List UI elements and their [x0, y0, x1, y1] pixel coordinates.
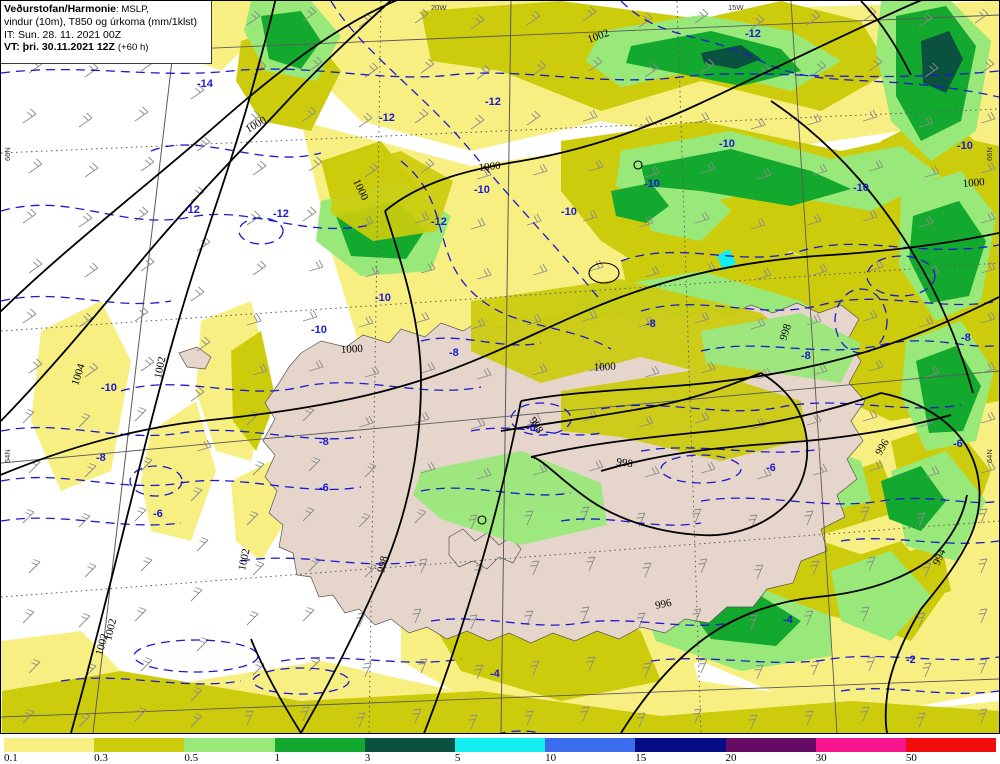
lon-label: 20W	[431, 3, 447, 12]
colorbar-tick-30: 30	[815, 752, 827, 764]
colorbar-tick-50: 50	[905, 752, 917, 764]
colorbar-tick-0.3: 0.3	[94, 752, 108, 764]
temp-label: -10	[719, 138, 735, 150]
colorbar-swatches	[4, 738, 997, 752]
colorbar-swatch-30	[815, 738, 906, 752]
colorbar-swatch-3	[364, 738, 455, 752]
colorbar-tick-20: 20	[725, 752, 737, 764]
forecast-map[interactable]: 1004 1002 1002 1000 1000 1000 1002 1000 …	[0, 0, 1000, 734]
header-line-model: Veðurstofan/Harmonie: MSLP,	[4, 3, 208, 16]
temp-label: -8	[961, 332, 971, 344]
temp-label: -12	[431, 216, 447, 228]
colorbar-swatch-10	[545, 738, 636, 752]
valid-time: þri. 30.11.2021 12Z	[22, 41, 115, 54]
temp-label: -12	[745, 28, 761, 40]
temp-label: -10	[311, 324, 327, 336]
temp-label: -8	[449, 347, 459, 359]
isobar-label: 998	[616, 456, 635, 470]
temp-label: -8	[646, 318, 656, 330]
temp-label: -10	[853, 182, 869, 194]
lat-label: 66N	[985, 147, 994, 161]
temp-label: -6	[953, 438, 963, 450]
precip-layer-3	[701, 31, 963, 93]
precipitation-colorbar[interactable]: 0.1 0.3 0.5 1 3 5 10 15 20 30 50	[0, 734, 1000, 764]
header-line-init: IT: Sun. 28. 11. 2021 00Z	[4, 29, 208, 41]
colorbar-swatch-0.1	[4, 738, 95, 752]
colorbar-tick-3: 3	[364, 752, 371, 764]
temp-label: -2	[906, 654, 916, 666]
model-name: Veðurstofan/Harmonie	[4, 3, 117, 15]
temp-label: -12	[485, 96, 501, 108]
isobar-label: 1000	[341, 343, 364, 356]
colorbar-tick-1: 1	[274, 752, 281, 764]
temp-label: -12	[184, 204, 200, 216]
header-line-valid: VT: þri. 30.11.2021 12Z (+60 h)	[4, 41, 208, 54]
temp-label: -8	[801, 350, 811, 362]
valid-label: VT:	[4, 41, 20, 54]
isobar-label: 1002	[93, 632, 111, 656]
t850-contour-layer	[1, 1, 999, 733]
temp-label: -10	[644, 178, 660, 190]
map-marker-layer	[477, 160, 643, 525]
t850-labels: -14 -12 -12 -12 -12 -12 -10 -10 -10 -10 …	[96, 28, 973, 680]
mslp-isobar-layer	[1, 1, 999, 733]
temp-label: -10	[561, 206, 577, 218]
isobar-label: 1000	[962, 176, 985, 190]
lon-label: 15W	[728, 3, 744, 12]
field-separator: : MSLP,	[116, 4, 149, 15]
temp-label: -4	[783, 614, 794, 626]
temp-label: -10	[101, 382, 117, 394]
temp-label: -10	[957, 140, 973, 152]
lat-label: 64N	[3, 449, 12, 463]
colorbar-swatch-20	[725, 738, 816, 752]
temp-label: -6	[526, 422, 536, 434]
colorbar-tick-15: 15	[635, 752, 647, 764]
graticule-layer	[1, 1, 999, 733]
isobar-label: 998	[375, 554, 391, 573]
temp-label: -8	[96, 452, 106, 464]
lat-label: 64N	[985, 449, 994, 463]
lead-time: (+60 h)	[117, 42, 149, 54]
isobar-label: 1002	[152, 356, 168, 380]
graticule-labels: 20W 15W 66N 66N 64N 64N	[3, 3, 994, 463]
temp-label: -4	[490, 668, 501, 680]
lat-label: 66N	[3, 147, 12, 161]
colorbar-swatch-0.5	[184, 738, 275, 752]
map-canvas: 1004 1002 1002 1000 1000 1000 1002 1000 …	[1, 1, 999, 733]
temp-label: -12	[273, 208, 289, 220]
isobar-label: 1000	[593, 360, 616, 374]
colorbar-tick-0.5: 0.5	[184, 752, 199, 764]
temp-label: -14	[197, 78, 214, 90]
header-line-fields: vindur (10m), T850 og úrkoma (mm/1klst)	[4, 16, 197, 29]
temp-label: -6	[319, 482, 329, 494]
isobar-label: 1002	[102, 617, 119, 641]
colorbar-swatch-15	[635, 738, 726, 752]
colorbar-tick-0.1: 0.1	[4, 752, 18, 764]
chart-header: Veðurstofan/Harmonie: MSLP, vindur (10m)…	[1, 1, 212, 64]
colorbar-tick-labels: 0.1 0.3 0.5 1 3 5 10 15 20 30 50	[0, 752, 1000, 764]
isobar-label: 996	[654, 597, 673, 612]
colorbar-swatch-5	[454, 738, 546, 752]
temp-label: -6	[766, 462, 776, 474]
colorbar-tick-10: 10	[545, 752, 557, 764]
precip-layer-5	[717, 249, 736, 271]
isobar-label: 1002	[236, 548, 252, 572]
init-time: Sun. 28. 11. 2021 00Z	[18, 28, 122, 41]
temp-label: -8	[319, 436, 329, 448]
init-label: IT:	[4, 28, 16, 41]
colorbar-swatch-1	[274, 738, 365, 752]
colorbar-tick-5: 5	[454, 752, 461, 764]
isobar-label: 998	[777, 322, 794, 342]
isobar-label: 1000	[478, 160, 502, 174]
temp-label: -10	[474, 184, 490, 196]
temp-label: -10	[375, 292, 391, 304]
colorbar-swatch-50	[905, 738, 997, 752]
temp-label: -6	[153, 508, 163, 520]
temp-label: -12	[379, 112, 395, 124]
colorbar-swatch-0.3	[94, 738, 185, 752]
